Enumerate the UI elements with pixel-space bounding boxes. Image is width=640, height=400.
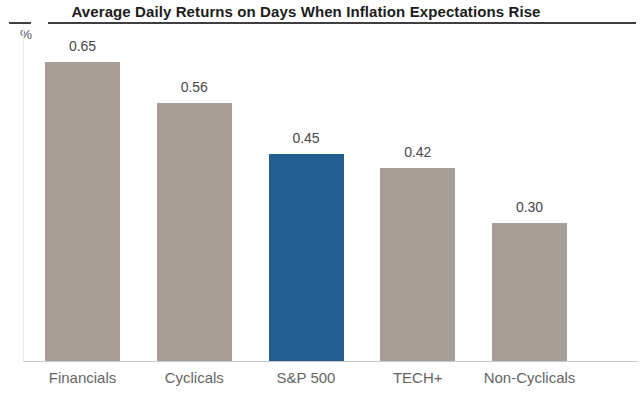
bar-value-label: 0.65 (15, 37, 150, 55)
category-label: Non-Cyclicals (457, 369, 602, 387)
bar (380, 168, 455, 361)
bar-value-label: 0.56 (127, 78, 262, 96)
bar-value-label: 0.42 (350, 143, 485, 161)
title-rule (48, 22, 636, 24)
x-axis-baseline (23, 361, 638, 362)
bar-value-label: 0.30 (462, 198, 597, 216)
title-rule-left-segment (9, 22, 31, 24)
bar-chart: Average Daily Returns on Days When Infla… (0, 0, 640, 400)
bar-highlight (269, 154, 344, 361)
bar (45, 62, 120, 361)
bar (492, 223, 567, 361)
y-axis-line (23, 24, 24, 361)
chart-title: Average Daily Returns on Days When Infla… (45, 3, 567, 20)
bar (157, 103, 232, 361)
